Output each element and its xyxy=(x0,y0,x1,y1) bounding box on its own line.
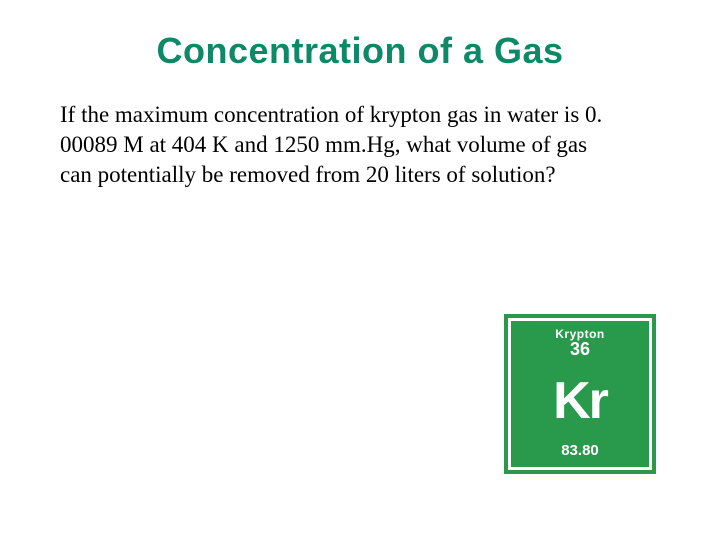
element-tile-border: Krypton 36 Kr 83.80 xyxy=(508,318,652,470)
element-mass: 83.80 xyxy=(561,442,599,459)
element-tile-fill: Krypton 36 Kr 83.80 xyxy=(511,321,649,467)
element-atomic-number: 36 xyxy=(570,339,590,360)
slide-container: Concentration of a Gas If the maximum co… xyxy=(0,0,720,540)
element-header: Krypton 36 xyxy=(555,327,605,360)
problem-text: If the maximum concentration of krypton … xyxy=(60,100,610,190)
element-symbol: Kr xyxy=(553,375,607,427)
slide-title: Concentration of a Gas xyxy=(60,30,660,72)
element-tile: Krypton 36 Kr 83.80 xyxy=(504,314,656,474)
